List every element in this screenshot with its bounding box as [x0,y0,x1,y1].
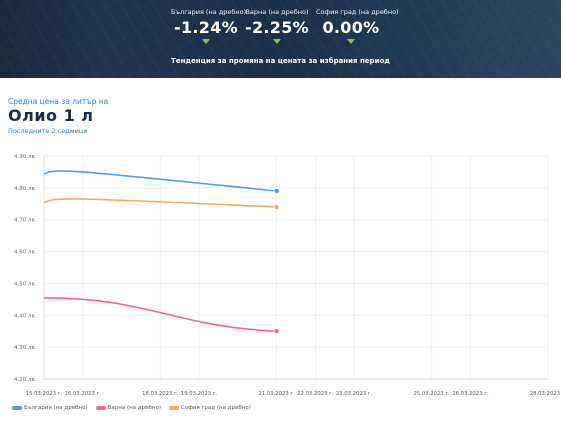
chart-subtitle: Средна цена за литър на [8,97,109,106]
header-banner: България (на дребно) -1.24% Варна (на др… [0,0,561,78]
y-tick-label: 4.30 лв. [14,345,37,351]
stat-value: -2.25% [245,18,309,37]
series-line-2 [43,198,277,208]
stat-varna: Варна (на дребно) -2.25% [242,8,312,44]
legend-item[interactable]: Варна (на дребно) [95,405,161,411]
x-tick-label: 22.03.2023 г. [297,391,334,397]
x-tick-label: 28.03.2023 г. [530,391,561,397]
y-tick-label: 4.40 лв. [14,313,37,319]
period-label: Последните 2 седмици [8,127,88,135]
legend-swatch [12,406,22,410]
series-endpoint-0 [273,188,280,195]
x-tick-label: 23.03.2023 г. [336,391,373,397]
series-line-1 [43,296,277,333]
chart-legend: България (на дребно) Варна (на дребно) Соф… [12,405,251,411]
legend-label: България (на дребно) [24,405,88,411]
y-tick-label: 4.80 лв. [14,186,37,192]
y-tick-label: 4.50 лв. [14,281,37,287]
trend-down-icon [273,39,281,44]
legend-item[interactable]: България (на дребно) [12,405,88,411]
legend-item[interactable]: София град (на дребно) [168,405,251,411]
stat-bulgaria: България (на дребно) -1.24% [171,8,247,44]
y-tick-label: 4.70 лв. [14,218,37,224]
x-tick-label: 25.03.2023 г. [413,391,450,397]
legend-label: София град (на дребно) [180,405,251,411]
x-tick-label: 26.03.2023 г. [452,391,489,397]
trend-down-icon [347,39,355,44]
legend-swatch [168,406,179,410]
y-tick-label: 4.60 лв. [14,250,37,256]
x-tick-label: 18.03.2023 г. [142,391,179,397]
trend-caption: Тенденция за промяна на цената за избран… [171,57,390,65]
stat-value: 0.00% [322,18,380,37]
stat-label: България (на дребно) [171,8,247,16]
product-title: Олио 1 л [8,106,94,125]
series-line-0 [43,170,277,192]
stat-label: Варна (на дребно) [245,8,309,16]
series-endpoint-2 [273,203,280,210]
legend-label: Варна (на дребно) [107,405,161,411]
series-endpoint-1 [273,328,280,335]
x-tick-label: 21.03.2023 г. [258,391,295,397]
y-tick-label: 4.90 лв. [14,154,37,160]
stat-value: -1.24% [174,18,238,37]
x-tick-label: 19.03.2023 г. [181,391,218,397]
x-tick-label: 16.03.2023 г. [65,391,102,397]
x-tick-label: 15.03.2023 г. [26,391,63,397]
legend-swatch [95,406,106,410]
price-line-chart: 4.90 лв. 4.80 лв. 4.70 лв. 4.60 лв. 4.50 лв.… [14,154,561,397]
y-tick-label: 4.20 лв. [14,377,37,383]
stat-sofia: София град (на дребно) 0.00% [316,8,399,44]
stat-label: София град (на дребно) [316,8,399,16]
trend-down-icon [202,39,210,44]
